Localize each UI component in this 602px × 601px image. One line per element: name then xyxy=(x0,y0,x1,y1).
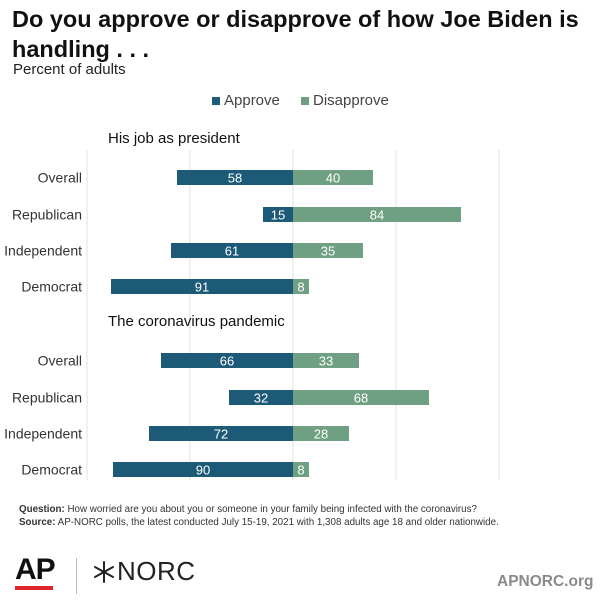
norc-logo-text: NORC xyxy=(117,556,196,586)
question-label: Question: xyxy=(19,504,65,515)
website-link[interactable]: APNORC.org xyxy=(497,573,594,590)
category-label: Independent xyxy=(4,426,82,442)
approve-value-label: 66 xyxy=(220,354,234,369)
approve-bar xyxy=(177,170,293,185)
disapprove-bar xyxy=(293,207,461,222)
panel-title-0: His job as president xyxy=(108,130,241,147)
disapprove-bar xyxy=(293,390,429,405)
disapprove-value-label: 68 xyxy=(354,391,368,406)
source-note: Source: AP-NORC polls, the latest conduc… xyxy=(19,516,589,529)
approve-bar xyxy=(171,243,293,258)
legend-approve-label: Approve xyxy=(224,92,280,109)
legend-disapprove: Disapprove xyxy=(301,92,389,109)
logo-divider xyxy=(76,558,77,594)
chart-subtitle: Percent of adults xyxy=(13,61,126,78)
disapprove-bar xyxy=(293,243,363,258)
disapprove-value-label: 84 xyxy=(370,208,384,223)
category-label: Democrat xyxy=(21,462,82,478)
question-note: Question: How worried are you about you … xyxy=(19,503,589,516)
approve-bar xyxy=(161,353,293,368)
legend-disapprove-swatch xyxy=(301,96,309,105)
legend: Approve Disapprove xyxy=(0,92,602,112)
approve-bar xyxy=(113,462,293,477)
approve-value-label: 61 xyxy=(225,244,239,259)
question-text: How worried are you about you or someone… xyxy=(67,504,477,515)
ap-logo: AP xyxy=(15,553,56,590)
ap-logo-bar xyxy=(15,586,53,590)
disapprove-value-label: 40 xyxy=(326,171,340,186)
disapprove-value-label: 35 xyxy=(321,244,335,259)
disapprove-bar xyxy=(293,462,309,477)
legend-approve: Approve xyxy=(212,92,280,109)
category-label: Independent xyxy=(4,243,82,259)
approve-value-label: 15 xyxy=(271,208,285,223)
footnote: Question: How worried are you about you … xyxy=(19,503,589,529)
approve-bar xyxy=(229,390,293,405)
disapprove-value-label: 8 xyxy=(297,463,304,478)
approve-bar xyxy=(263,207,293,222)
legend-disapprove-label: Disapprove xyxy=(313,92,389,109)
approve-value-label: 32 xyxy=(254,391,268,406)
disapprove-bar xyxy=(293,426,349,441)
source-text: AP-NORC polls, the latest conducted July… xyxy=(57,517,499,528)
diverging-bar-chart: His job as president Overall 58 40 Republica… xyxy=(4,130,500,480)
category-label: Republican xyxy=(12,390,82,406)
disapprove-bar xyxy=(293,279,309,294)
category-label: Overall xyxy=(38,353,82,369)
norc-star-icon xyxy=(94,560,114,583)
legend-approve-swatch xyxy=(212,96,220,105)
category-label: Democrat xyxy=(21,279,82,295)
panel-title-1: The coronavirus pandemic xyxy=(108,313,285,330)
approve-value-label: 72 xyxy=(214,427,228,442)
approve-bar xyxy=(111,279,293,294)
norc-logo: NORC xyxy=(93,556,196,587)
disapprove-bar xyxy=(293,353,359,368)
disapprove-bar xyxy=(293,170,373,185)
disapprove-value-label: 33 xyxy=(319,354,333,369)
category-label: Republican xyxy=(12,207,82,223)
approve-value-label: 58 xyxy=(228,171,242,186)
approve-bar xyxy=(149,426,293,441)
disapprove-value-label: 8 xyxy=(297,280,304,295)
approve-value-label: 91 xyxy=(195,280,209,295)
disapprove-value-label: 28 xyxy=(314,427,328,442)
category-label: Overall xyxy=(38,170,82,186)
approve-value-label: 90 xyxy=(196,463,210,478)
ap-logo-text: AP xyxy=(15,553,56,586)
source-label: Source: xyxy=(19,517,56,528)
chart-title: Do you approve or disapprove of how Joe … xyxy=(12,6,579,62)
